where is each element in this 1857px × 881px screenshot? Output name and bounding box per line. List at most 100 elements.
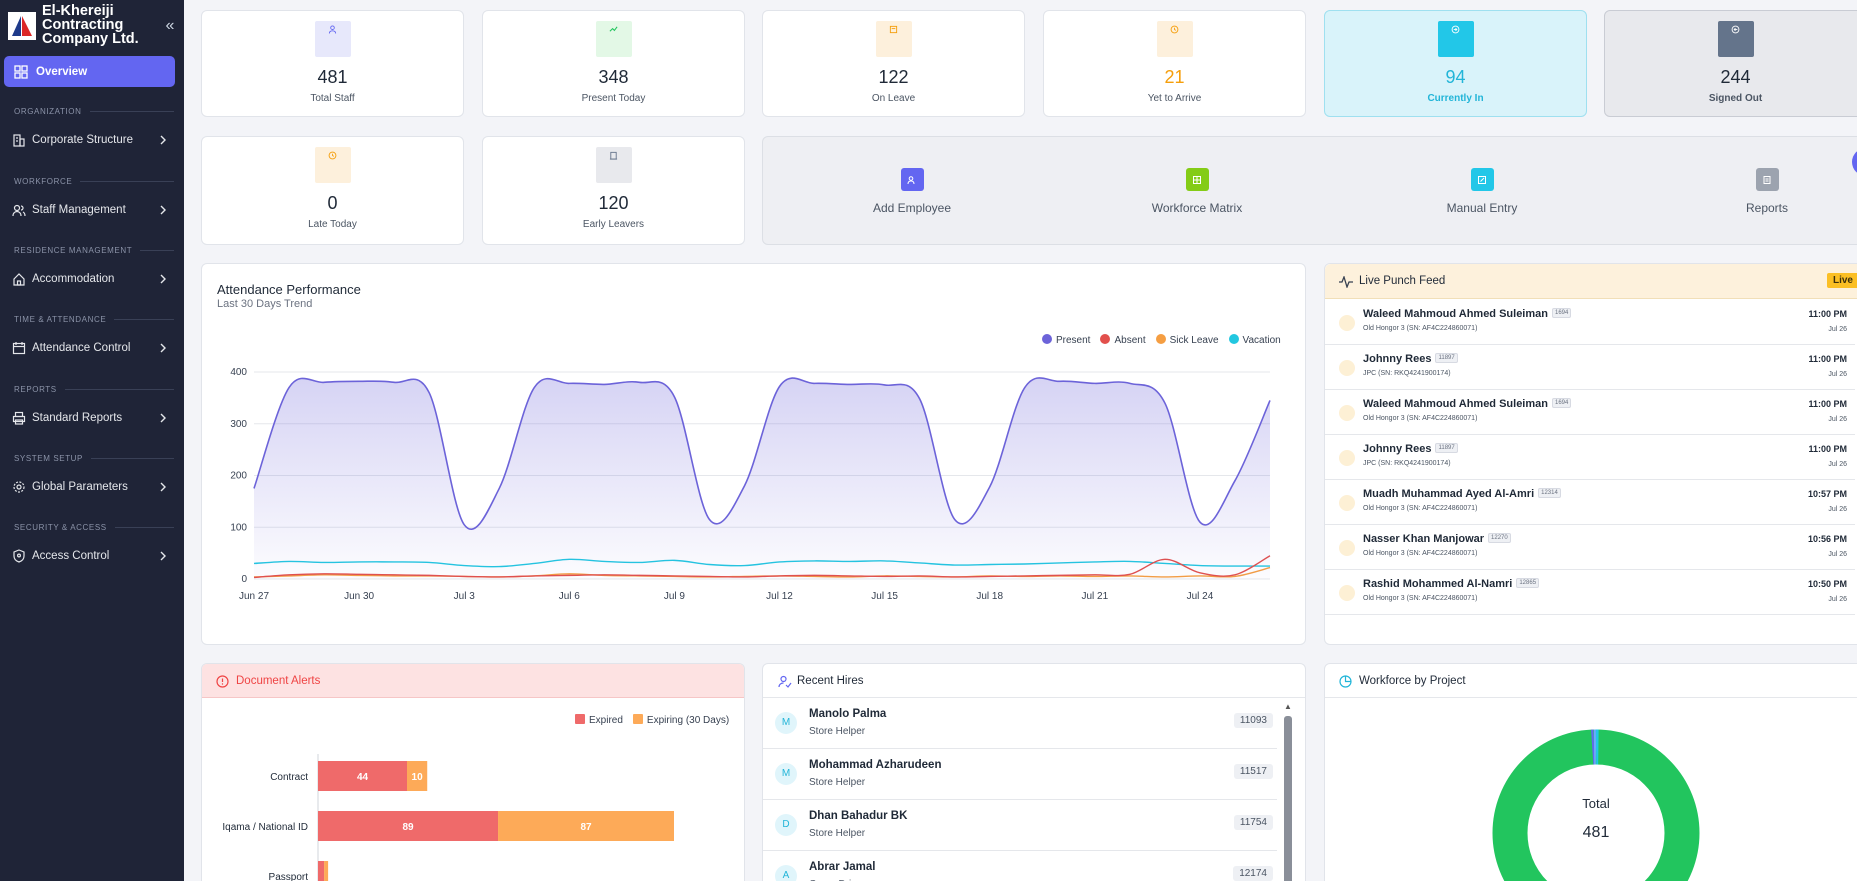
quick-action-label: Workforce Matrix <box>1151 201 1243 215</box>
nav-attendance-control[interactable]: Attendance Control <box>12 337 172 359</box>
company-name: El-Khereiji Contracting Company Ltd. <box>42 3 139 47</box>
stat-card-currently-in[interactable]: 94 Currently In <box>1324 10 1587 117</box>
stat-card-on-leave[interactable]: 122 On Leave <box>762 10 1025 117</box>
reports-button[interactable]: Reports <box>1687 168 1847 215</box>
employee-id-badge: 11897 <box>1435 443 1458 453</box>
punch-employee-name: Nasser Khan Manjowar 12270 <box>1363 533 1511 545</box>
stat-value: 120 <box>598 193 629 213</box>
manual-entry-button[interactable]: Manual Entry <box>1402 168 1562 215</box>
punch-date: Jul 26 <box>1828 506 1847 513</box>
nav-accommodation[interactable]: Accommodation <box>12 268 172 290</box>
recent-hire-row[interactable]: A Abrar Jamal Camp Driver 12174 <box>763 851 1277 881</box>
stat-value: 21 <box>1164 67 1185 87</box>
stat-label: On Leave <box>871 93 916 104</box>
punch-time: 10:56 PM <box>1807 534 1847 544</box>
bar-expired <box>318 861 325 881</box>
live-feed-row[interactable]: Nasser Khan Manjowar 12270 Old Hongor 3 (S… <box>1325 526 1855 570</box>
hire-role: Camp Driver <box>809 879 865 881</box>
stat-value: 348 <box>598 67 629 87</box>
live-feed-row[interactable]: Johnny Rees 11897 JPC (SN: RKQ4241900174) 1… <box>1325 436 1855 480</box>
chevron-right-icon <box>160 205 166 215</box>
live-feed-row[interactable]: Johnny Rees 11897 JPC (SN: RKQ4241900174) 1… <box>1325 346 1855 390</box>
category-label: Iqama / National ID <box>222 822 308 833</box>
company-logo-icon <box>8 12 36 40</box>
nav-label: Staff Management <box>32 204 126 216</box>
floating-action-button[interactable] <box>1852 148 1857 176</box>
punch-device: JPC (SN: RKQ4241900174) <box>1363 460 1451 467</box>
stat-card-signed-out[interactable]: 244 Signed Out <box>1604 10 1857 117</box>
chevron-right-icon <box>160 551 166 561</box>
logout-icon <box>1717 21 1754 57</box>
x-tick-label: Jul 9 <box>664 591 686 602</box>
x-tick-label: Jun 27 <box>239 591 269 602</box>
legend-absent[interactable]: Absent <box>1100 334 1146 346</box>
bar-value-label: 89 <box>402 822 414 833</box>
chevron-right-icon <box>160 274 166 284</box>
workforce-matrix-button[interactable]: Workforce Matrix <box>1117 168 1277 215</box>
user-check-icon <box>778 675 792 688</box>
x-tick-label: Jul 12 <box>766 591 793 602</box>
stat-card-late-today[interactable]: 0 Late Today <box>201 136 464 245</box>
scrollbar-thumb[interactable] <box>1284 716 1292 881</box>
punch-employee-name: Johnny Rees 11897 <box>1363 443 1458 455</box>
recent-hires-scrollbar[interactable]: ▲ <box>1283 702 1293 881</box>
x-tick-label: Jul 18 <box>976 591 1003 602</box>
nav-global-parameters[interactable]: Global Parameters <box>12 476 172 498</box>
live-feed-row[interactable]: Waleed Mahmoud Ahmed Suleiman 1694 Old Hon… <box>1325 391 1855 435</box>
section-system-setup: SYSTEM SETUP <box>14 454 174 463</box>
bar-value-label: 87 <box>580 822 592 833</box>
scroll-up-icon[interactable]: ▲ <box>1284 702 1292 711</box>
stat-card-yet-to-arrive[interactable]: 21 Yet to Arrive <box>1043 10 1306 117</box>
punch-time: 11:00 PM <box>1808 444 1847 454</box>
recent-hire-row[interactable]: M Mohammad Azharudeen Store Helper 11517 <box>763 749 1277 800</box>
avatar: M <box>775 712 797 734</box>
nav-overview[interactable]: Overview <box>4 56 175 87</box>
report-icon <box>1755 168 1779 191</box>
recent-hire-row[interactable]: D Dhan Bahadur BK Store Helper 11754 <box>763 800 1277 851</box>
bar-expired <box>318 811 499 841</box>
nav-standard-reports[interactable]: Standard Reports <box>12 407 172 429</box>
legend-sick-leave[interactable]: Sick Leave <box>1155 334 1219 346</box>
bar-expiring <box>324 861 329 881</box>
activity-icon <box>1339 276 1353 288</box>
nav-corporate-structure[interactable]: Corporate Structure <box>12 129 172 151</box>
attendance-title: Attendance Performance <box>217 282 361 297</box>
section-residence-management: RESIDENCE MANAGEMENT <box>14 246 174 255</box>
live-feed-row[interactable]: Rashid Mohammed Al-Namri 12865 Old Hongor … <box>1325 571 1855 615</box>
live-feed-row[interactable]: Waleed Mahmoud Ahmed Suleiman 1694 Old Hon… <box>1325 301 1855 345</box>
stat-value: 481 <box>317 67 348 87</box>
add-employee-button[interactable]: Add Employee <box>832 168 992 215</box>
fingerprint-icon <box>1339 450 1355 466</box>
chevron-right-icon <box>160 413 166 423</box>
stat-card-present-today[interactable]: 348 Present Today <box>482 10 745 117</box>
workforce-donut-chart <box>1492 729 1700 881</box>
document-alerts-panel: Document Alerts Expired Expiring (30 Day… <box>201 663 745 881</box>
hire-id-badge: 11754 <box>1233 815 1273 830</box>
stat-label: Total Staff <box>310 93 355 104</box>
legend-expiring[interactable]: Expiring (30 Days) <box>632 714 729 726</box>
section-workforce: WORKFORCE <box>14 177 174 186</box>
legend-present[interactable]: Present <box>1042 334 1090 346</box>
gear-icon <box>13 481 25 493</box>
brand: El-Khereiji Contracting Company Ltd. « <box>8 4 184 48</box>
punch-employee-name: Rashid Mohammed Al-Namri 12865 <box>1363 578 1540 590</box>
fingerprint-icon <box>1339 540 1355 556</box>
recent-hire-row[interactable]: M Manolo Palma Store Helper 11093 <box>763 698 1277 749</box>
punch-employee-name: Johnny Rees 11897 <box>1363 353 1458 365</box>
stat-label: Yet to Arrive <box>1147 93 1202 104</box>
quick-actions-panel: Add Employee Workforce Matrix Manual Ent… <box>762 136 1857 245</box>
attendance-subtitle: Last 30 Days Trend <box>217 298 313 310</box>
nav-staff-management[interactable]: Staff Management <box>12 199 172 221</box>
legend-expired[interactable]: Expired <box>575 714 623 726</box>
live-feed-row[interactable]: Muadh Muhammad Ayed Al-Amri 12314 Old Hong… <box>1325 481 1855 525</box>
door-icon <box>595 147 632 183</box>
legend-vacation[interactable]: Vacation <box>1228 334 1281 346</box>
stat-card-early-leavers[interactable]: 120 Early Leavers <box>482 136 745 245</box>
stat-card-total-staff[interactable]: 481 Total Staff <box>201 10 464 117</box>
doc-icon <box>875 21 912 57</box>
collapse-sidebar-icon[interactable]: « <box>165 17 175 34</box>
grid-icon <box>1185 168 1209 191</box>
building-icon <box>13 134 25 147</box>
donut-segment-main <box>1492 729 1700 881</box>
nav-access-control[interactable]: Access Control <box>12 545 172 567</box>
